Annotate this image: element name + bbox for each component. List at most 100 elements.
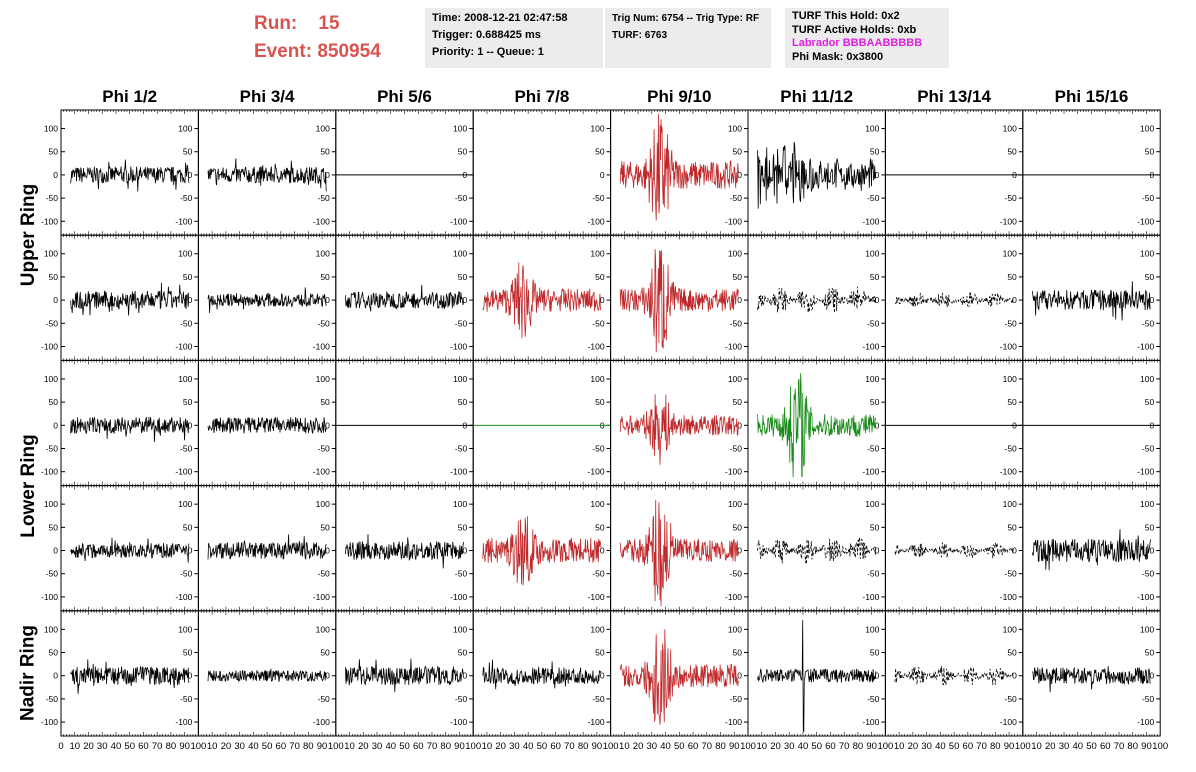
x-tick-label: 50: [262, 741, 273, 752]
turf-line: TURF: 6763: [612, 30, 668, 41]
x-tick-label: 80: [853, 741, 864, 752]
y-tick-label-left: 100: [44, 124, 58, 134]
y-tick-label: 100: [1140, 499, 1154, 509]
y-tick-label-left: 50: [49, 272, 59, 282]
y-tick-label: 100: [453, 374, 467, 384]
y-tick-label: -50: [867, 694, 880, 704]
x-tick-label: 50: [537, 741, 548, 752]
y-tick-label: -50: [1005, 193, 1018, 203]
x-tick-label: 90: [179, 741, 190, 752]
y-tick-label: 50: [1145, 147, 1155, 157]
y-tick-label: 100: [728, 499, 742, 509]
y-tick-label: 50: [183, 522, 193, 532]
waveform-trace: [70, 282, 190, 316]
y-tick-label: 50: [733, 522, 743, 532]
y-tick-label: -50: [1005, 694, 1018, 704]
y-tick-label-left: 100: [44, 499, 58, 509]
x-tick-label: 60: [825, 741, 836, 752]
waveform-trace: [619, 394, 739, 465]
y-tick-label: 0: [325, 170, 330, 180]
y-tick-label: 100: [865, 499, 879, 509]
x-tick-label: 10: [69, 741, 80, 752]
x-tick-label: 70: [1114, 741, 1125, 752]
y-tick-label: -50: [180, 318, 193, 328]
y-tick-label: -100: [175, 467, 192, 477]
x-tick-label: 90: [317, 741, 328, 752]
x-tick-label: 60: [550, 741, 561, 752]
x-tick-label: 10: [619, 741, 630, 752]
y-tick-label: -50: [180, 444, 193, 454]
panel-r5-c1: 100 100 50 50 0 0 -50 -50 -100 -100: [41, 610, 199, 737]
y-tick-label: 0: [875, 546, 880, 556]
labrador-line: Labrador BBBAABBBBB: [792, 37, 923, 49]
x-tick-label: 70: [839, 741, 850, 752]
y-tick-label: 100: [178, 374, 192, 384]
y-tick-label: 0: [875, 420, 880, 430]
run-label: Run:: [254, 13, 298, 34]
y-tick-label: 50: [595, 522, 605, 532]
y-tick-label: 100: [316, 124, 330, 134]
y-tick-label: 0: [737, 671, 742, 681]
waveform-trace: [345, 534, 464, 569]
y-tick-label-left: -50: [46, 318, 59, 328]
y-tick-label: 50: [870, 522, 880, 532]
panel-r4-c3: 100 50 0 -50 -100: [335, 485, 474, 612]
y-tick-label: 0: [188, 170, 193, 180]
y-tick-label: 100: [1003, 124, 1017, 134]
y-tick-label: 0: [462, 546, 467, 556]
y-tick-label-left: -50: [46, 694, 59, 704]
x-tick-label: 40: [660, 741, 671, 752]
y-tick-label: -100: [450, 717, 467, 727]
x-tick-label: 20: [633, 741, 644, 752]
x-tick-label: 40: [385, 741, 396, 752]
x-tick-label: 50: [1086, 741, 1097, 752]
x-tick-label: 80: [303, 741, 314, 752]
x-tick-label: 70: [427, 741, 438, 752]
y-tick-label: 0: [462, 671, 467, 681]
waveform-trace: [894, 666, 1014, 686]
y-tick-label-left: 50: [49, 397, 59, 407]
y-tick-label: 100: [1003, 249, 1017, 259]
panel-r2-c6: 100 50 0 -50 -100: [747, 234, 886, 361]
waveform-trace: [1032, 529, 1151, 571]
y-tick-label: -50: [867, 569, 880, 579]
time-info-box: Time: 2008-12-21 02:47:58 Trigger: 0.688…: [425, 8, 603, 68]
y-tick-label: 0: [325, 671, 330, 681]
y-tick-label: 0: [875, 295, 880, 305]
panel-r1-c2: 100 50 0 -50 -100: [197, 109, 337, 236]
y-tick-label: 0: [1012, 295, 1017, 305]
y-tick-label: 0: [600, 671, 605, 681]
y-tick-label-left: -50: [46, 569, 59, 579]
y-tick-label: 100: [1003, 499, 1017, 509]
y-tick-label: 0: [600, 170, 605, 180]
y-tick-label: 0: [600, 295, 605, 305]
x-tick-label: 30: [97, 741, 108, 752]
y-tick-label: -50: [318, 444, 331, 454]
y-tick-label: -100: [313, 592, 330, 602]
waveform-trace: [482, 262, 602, 339]
y-tick-label: 0: [1149, 295, 1154, 305]
y-tick-label: -50: [1142, 444, 1155, 454]
y-tick-label: 50: [183, 648, 193, 658]
y-tick-label: 50: [320, 147, 330, 157]
waveform-trace: [345, 658, 464, 693]
panel-r1-c5: 100 50 0 -50 -100: [610, 109, 749, 236]
y-tick-label: -50: [1142, 694, 1155, 704]
waveform-trace: [757, 373, 877, 478]
y-tick-label: -100: [313, 467, 330, 477]
y-tick-label: -100: [862, 717, 879, 727]
y-tick-label: -100: [588, 592, 605, 602]
x-tick-label: 70: [564, 741, 575, 752]
y-tick-label-left: 50: [49, 147, 59, 157]
y-tick-label-left: -100: [41, 341, 58, 351]
y-tick-label: -50: [1005, 569, 1018, 579]
y-tick-label: 100: [865, 374, 879, 384]
turf-active-line: TURF Active Holds: 0xb: [792, 23, 917, 36]
event-value: 850954: [317, 41, 381, 62]
x-tick-label: 50: [399, 741, 410, 752]
run-value: 15: [318, 13, 340, 34]
panel-r4-c8: 100 50 0 -50 -100: [1022, 485, 1161, 612]
